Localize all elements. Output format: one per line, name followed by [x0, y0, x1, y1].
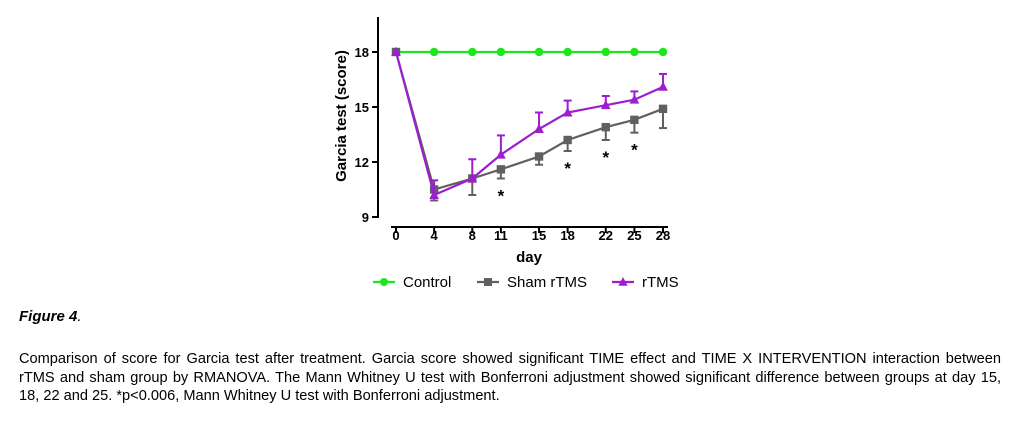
sham-rtms-point: [563, 135, 572, 145]
rtms-point: [429, 189, 439, 199]
legend-sham-rtms-label: Sham rTMS: [507, 274, 587, 291]
control-point: [601, 47, 610, 57]
figure-caption: Comparison of score for Garcia test afte…: [19, 351, 1001, 404]
legend-sham-rtms-marker: [484, 278, 492, 286]
significance-asterisk: *: [498, 187, 505, 206]
x-tick-label: 18: [560, 228, 574, 243]
sham-rtms-point: [496, 165, 506, 174]
significance-asterisk: *: [602, 148, 609, 167]
legend-rtms-label: rTMS: [642, 274, 679, 291]
significance-asterisk: *: [631, 141, 638, 160]
control-point: [496, 47, 506, 57]
rtms-point: [562, 107, 573, 117]
x-tick-label: 28: [656, 228, 670, 243]
figure-label-suffix: .: [77, 308, 82, 325]
control-point: [563, 47, 572, 57]
rtms-point: [658, 81, 668, 91]
x-tick-label: 22: [599, 228, 613, 243]
legend-control-marker: [380, 278, 388, 286]
y-tick-label: 18: [355, 45, 369, 60]
sham-rtms-point: [630, 115, 639, 125]
sham-rtms-point: [601, 122, 610, 132]
rtms-point: [467, 173, 478, 183]
y-tick-label: 12: [355, 155, 369, 170]
sham-rtms-point: [534, 152, 544, 161]
x-tick-label: 25: [627, 228, 641, 243]
figure-label-text: Figure 4: [19, 308, 78, 325]
legend: Control Sham rTMS rTMS: [373, 274, 679, 291]
rtms-point: [600, 99, 611, 110]
x-tick-label: 11: [494, 228, 508, 243]
significance-asterisk: *: [564, 159, 571, 178]
rtms-point: [629, 94, 640, 104]
x-tick-label: 15: [532, 228, 546, 243]
plot-area: 9 12 15 18 0 4 8 11 15 18 22 25 28 * * * *: [355, 17, 670, 243]
rtms-point: [496, 149, 506, 159]
sham-rtms-point: [658, 104, 668, 114]
control-point: [468, 47, 477, 57]
legend-rtms-marker: [618, 276, 628, 286]
control-point: [630, 47, 639, 57]
control-point: [534, 47, 544, 57]
x-axis-label: day: [516, 249, 543, 266]
control-point: [429, 47, 439, 57]
figure-label: Figure 4.: [19, 308, 82, 325]
sham-rtms-line: [394, 51, 664, 191]
y-tick-label: 9: [362, 210, 369, 225]
legend-control-label: Control: [403, 274, 451, 291]
rtms-point: [534, 123, 544, 133]
control-point: [658, 47, 668, 57]
garcia-line-chart: Garcia test (score) day 9 12 15 18 0 4 8 11 15 18…: [333, 17, 679, 291]
rtms-point: [391, 46, 401, 56]
y-tick-label: 15: [355, 100, 369, 115]
x-tick-label: 4: [431, 228, 439, 243]
y-axis-label: Garcia test (score): [333, 50, 350, 182]
x-tick-label: 0: [392, 228, 399, 243]
x-tick-label: 8: [469, 228, 476, 243]
